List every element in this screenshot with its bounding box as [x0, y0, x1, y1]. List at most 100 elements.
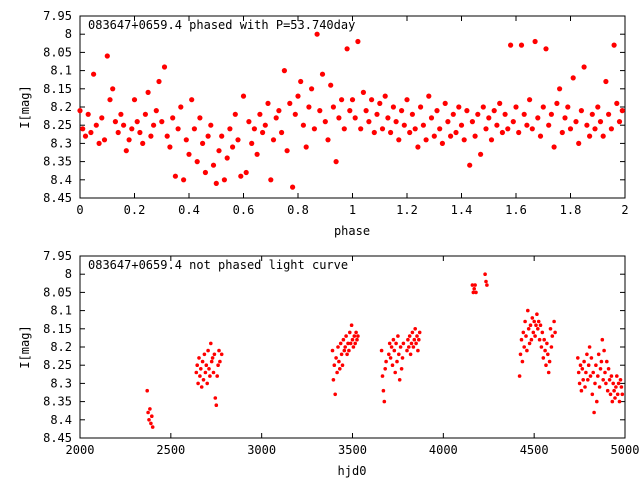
bottom-data-point [473, 283, 477, 287]
bottom-data-point [483, 272, 487, 277]
top-data-point [232, 111, 238, 117]
bottom-panel: 2000 2500 3000 3500 4000 4500 5000 7.95 8 8.05 8.1… [18, 249, 639, 478]
bottom-data-point [519, 337, 524, 342]
bottom-data-point [199, 367, 203, 371]
top-data-point [458, 122, 465, 128]
bottom-data-point [217, 348, 221, 353]
bottom-data-point [395, 359, 399, 364]
top-data-point [524, 122, 530, 128]
bottom-data-point [387, 341, 392, 346]
top-data-point [281, 68, 287, 74]
bottom-data-point [594, 363, 598, 368]
bottom-data-point [591, 370, 595, 375]
top-data-point [502, 111, 508, 117]
bottom-data-point [409, 341, 414, 346]
bottom-data-point [353, 341, 358, 346]
top-data-point [311, 126, 317, 132]
bottom-data-point [379, 348, 384, 353]
top-data-point [290, 184, 296, 190]
top-data-point [197, 115, 203, 121]
bottom-data-point [584, 370, 588, 375]
bottom-data-point [348, 330, 352, 335]
bottom-data-point [202, 352, 207, 357]
bottom-data-point [588, 374, 593, 378]
bottom-data-point [213, 396, 218, 400]
bottom-data-point [417, 330, 422, 335]
bottom-data-point [397, 352, 401, 357]
bottom-data-point [406, 337, 410, 342]
top-data-point [96, 140, 102, 146]
bottom-y-tick-label: 8.1 [50, 304, 72, 318]
top-x-tick-label: 0.4 [178, 203, 200, 217]
bottom-data-point [607, 378, 612, 382]
bottom-data-point [350, 337, 355, 342]
top-data-point [295, 93, 301, 99]
top-data-point [325, 137, 331, 143]
bottom-data-point [526, 308, 530, 313]
bottom-data-point [394, 341, 398, 346]
bottom-data-point [391, 337, 396, 342]
bottom-data-point [332, 363, 337, 368]
bottom-x-axis-label: hjd0 [338, 464, 367, 478]
bottom-data-point [585, 352, 589, 357]
top-data-point [453, 129, 459, 136]
bottom-data-point [586, 378, 590, 382]
bottom-data-point [549, 345, 554, 349]
top-data-point [358, 126, 364, 132]
bottom-data-point [210, 356, 215, 360]
bottom-x-tick-label: 2000 [66, 443, 95, 457]
top-data-point [371, 129, 377, 136]
top-data-point [257, 111, 263, 117]
bottom-data-point [340, 363, 345, 368]
top-x-tick-label: 0.8 [287, 203, 309, 217]
bottom-data-point [577, 381, 582, 386]
top-data-point [213, 180, 219, 186]
bottom-data-point [387, 352, 391, 357]
top-data-point [129, 126, 135, 132]
top-y-tick-label: 8.3 [50, 136, 72, 150]
top-data-point [330, 104, 336, 110]
bottom-data-point [393, 370, 398, 375]
top-x-tick-label: 1.6 [505, 203, 527, 217]
bottom-data-point [354, 330, 358, 335]
top-points [77, 31, 625, 190]
bottom-data-point [596, 352, 601, 357]
top-data-point [600, 133, 606, 139]
top-data-point [298, 78, 304, 85]
bottom-data-point [580, 367, 585, 371]
top-data-point [619, 108, 625, 114]
bottom-data-point [398, 345, 403, 349]
top-data-point [494, 122, 500, 128]
bottom-data-point [604, 381, 608, 386]
top-y-tick-label: 8 [65, 27, 72, 41]
bottom-y-tick-label: 8.3 [50, 376, 72, 390]
top-data-point [445, 119, 451, 125]
top-data-point [322, 119, 328, 125]
top-data-point [434, 108, 440, 114]
top-y-tick-label: 8.1 [50, 64, 72, 78]
top-data-point [287, 100, 293, 106]
top-y-tick-label: 8.25 [43, 118, 72, 132]
bottom-data-point [531, 330, 536, 335]
bottom-data-point [390, 363, 395, 368]
top-data-point [161, 64, 168, 70]
top-data-point [167, 144, 173, 150]
top-data-point [537, 133, 544, 139]
top-data-point [328, 82, 334, 88]
bottom-data-point [578, 363, 583, 368]
top-data-point [292, 111, 298, 117]
bottom-data-point [613, 396, 617, 400]
top-data-point [191, 126, 197, 132]
bottom-x-tick-label: 3000 [247, 443, 276, 457]
bottom-data-point [349, 323, 354, 328]
top-data-point [388, 129, 394, 136]
bottom-data-point [597, 385, 602, 389]
top-data-point [243, 169, 249, 176]
top-data-point [437, 126, 443, 132]
bottom-data-point [583, 385, 587, 389]
top-data-point [510, 119, 516, 125]
bottom-data-point [576, 356, 580, 360]
bottom-data-point [337, 359, 341, 364]
bottom-data-point [410, 330, 415, 335]
bottom-data-point [536, 327, 540, 331]
